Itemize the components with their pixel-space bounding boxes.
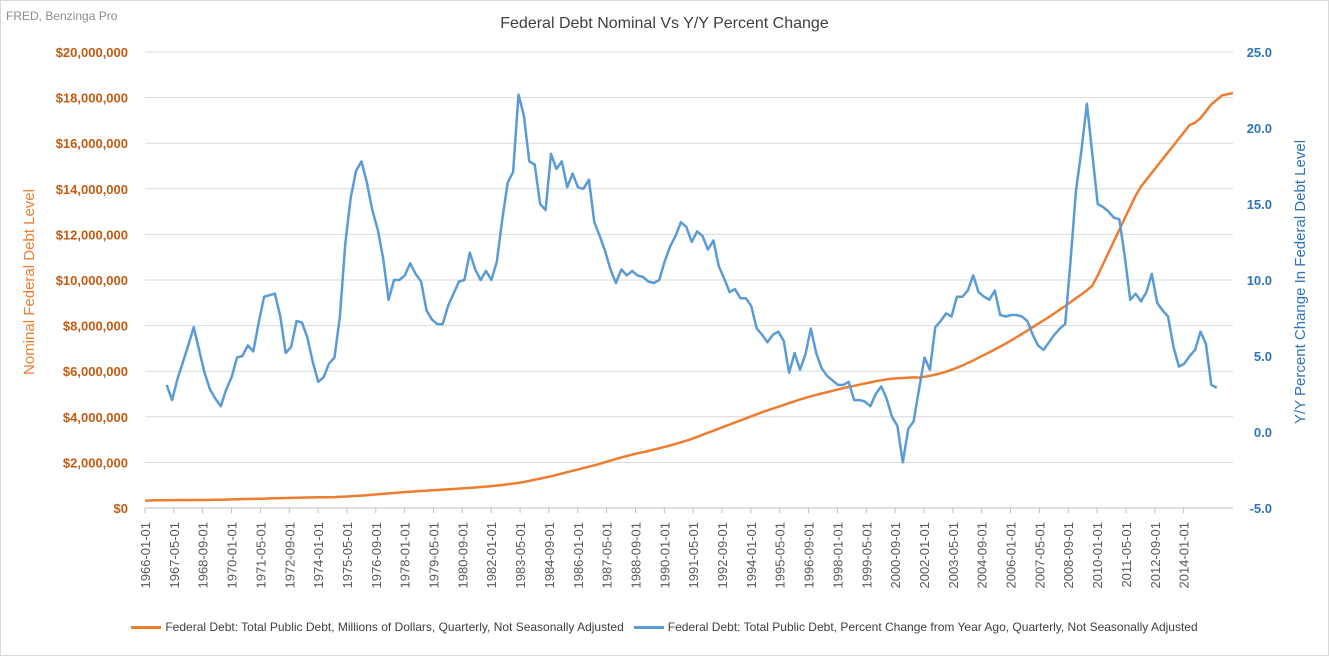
x-tick-label: 1979-05-01 bbox=[427, 522, 442, 589]
y-left-tick-label: $16,000,000 bbox=[56, 136, 128, 151]
y-right-tick-label: -5.0 bbox=[1250, 501, 1272, 516]
x-tick-label: 1999-05-01 bbox=[859, 522, 874, 589]
legend-item-debt: Federal Debt: Total Public Debt, Million… bbox=[131, 620, 624, 634]
legend-swatch-debt bbox=[131, 625, 162, 629]
y-left-tick-label: $6,000,000 bbox=[63, 364, 128, 379]
x-tick-label: 2011-05-01 bbox=[1119, 522, 1134, 588]
x-tick-label: 1967-05-01 bbox=[167, 522, 182, 589]
x-tick-label: 1986-01-01 bbox=[571, 522, 586, 589]
y-right-tick-label: 10.0 bbox=[1247, 273, 1272, 288]
x-tick-label: 2012-09-01 bbox=[1148, 522, 1163, 589]
y-axis-label-left: Nominal Federal Debt Level bbox=[21, 189, 38, 375]
right-axis-ticks: -5.0 0.0 5.0 10.0 15.0 20.0 25.0 bbox=[1247, 45, 1272, 516]
x-tick-label: 1983-05-01 bbox=[513, 522, 528, 589]
x-tick-label: 1976-09-01 bbox=[369, 522, 384, 589]
x-tick-label: 1987-05-01 bbox=[600, 522, 615, 589]
legend-label-debt: Federal Debt: Total Public Debt, Million… bbox=[165, 620, 624, 634]
source-label: FRED, Benzinga Pro bbox=[6, 9, 118, 23]
x-tick-label: 1995-05-01 bbox=[773, 522, 788, 589]
y-left-tick-label: $10,000,000 bbox=[56, 273, 128, 288]
y-right-tick-label: 25.0 bbox=[1247, 45, 1272, 60]
x-tick-label: 2002-01-01 bbox=[917, 522, 932, 589]
x-tick-label: 2014-01-01 bbox=[1177, 522, 1192, 589]
x-tick-label: 2007-05-01 bbox=[1032, 522, 1047, 589]
x-tick-label: 1972-09-01 bbox=[282, 522, 297, 589]
x-tick-label: 2000-09-01 bbox=[888, 522, 903, 589]
y-right-tick-label: 0.0 bbox=[1254, 425, 1272, 440]
x-tick-label: 1971-05-01 bbox=[253, 522, 268, 589]
x-tick-label: 2004-09-01 bbox=[975, 522, 990, 589]
y-left-tick-label: $12,000,000 bbox=[56, 227, 128, 242]
x-tick-label: 1982-01-01 bbox=[484, 522, 499, 589]
x-tick-label: 1984-09-01 bbox=[542, 522, 557, 589]
x-tick-label: 2006-01-01 bbox=[1004, 522, 1019, 589]
x-tick-label: 1991-05-01 bbox=[686, 522, 701, 589]
x-tick-label: 1990-01-01 bbox=[657, 522, 672, 589]
x-tick-label: 1988-09-01 bbox=[628, 522, 643, 589]
x-tick-label: 1992-09-01 bbox=[715, 522, 730, 589]
series-line-debt bbox=[144, 91, 1234, 502]
y-right-tick-label: 20.0 bbox=[1247, 121, 1272, 136]
x-axis-ticks: 1966-01-01 1967-05-01 1968-09-01 1970-01-01… bbox=[138, 507, 1233, 589]
y-right-tick-label: 5.0 bbox=[1254, 349, 1272, 364]
x-tick-label: 1974-01-01 bbox=[311, 522, 326, 589]
y-left-tick-label: $8,000,000 bbox=[63, 319, 128, 334]
x-tick-label: 2010-01-01 bbox=[1090, 522, 1105, 589]
y-left-tick-label: $0 bbox=[114, 501, 128, 516]
x-tick-label: 1994-01-01 bbox=[744, 522, 759, 589]
chart-title: Federal Debt Nominal Vs Y/Y Percent Chan… bbox=[500, 15, 829, 32]
y-right-tick-label: 15.0 bbox=[1247, 197, 1272, 212]
x-tick-label: 1998-01-01 bbox=[830, 522, 845, 589]
x-tick-label: 1996-09-01 bbox=[802, 522, 817, 589]
y-left-tick-label: $18,000,000 bbox=[56, 91, 128, 106]
series-line-pct-change bbox=[165, 93, 1218, 464]
legend: Federal Debt: Total Public Debt, Million… bbox=[0, 620, 1329, 634]
legend-item-pct: Federal Debt: Total Public Debt, Percent… bbox=[633, 620, 1198, 634]
x-tick-label: 1968-09-01 bbox=[196, 522, 211, 589]
x-tick-label: 1966-01-01 bbox=[138, 522, 153, 589]
y-left-tick-label: $20,000,000 bbox=[56, 45, 128, 60]
y-left-tick-label: $14,000,000 bbox=[56, 182, 128, 197]
x-tick-label: 2008-09-01 bbox=[1061, 522, 1076, 589]
left-axis-ticks: $0 $2,000,000 $4,000,000 $6,000,000 $8,000,0… bbox=[56, 45, 128, 516]
legend-swatch-pct bbox=[633, 625, 664, 629]
y-axis-label-right: Y/Y Percent Change In Federal Debt Level bbox=[1292, 140, 1309, 424]
x-tick-label: 1978-01-01 bbox=[398, 522, 413, 589]
legend-label-pct: Federal Debt: Total Public Debt, Percent… bbox=[667, 620, 1198, 634]
x-tick-label: 1970-01-01 bbox=[225, 522, 240, 589]
y-left-tick-label: $4,000,000 bbox=[63, 410, 128, 425]
x-tick-label: 1980-09-01 bbox=[455, 522, 470, 589]
y-left-tick-label: $2,000,000 bbox=[63, 455, 128, 470]
x-tick-label: 2003-05-01 bbox=[946, 522, 961, 589]
x-tick-label: 1975-05-01 bbox=[340, 522, 355, 589]
